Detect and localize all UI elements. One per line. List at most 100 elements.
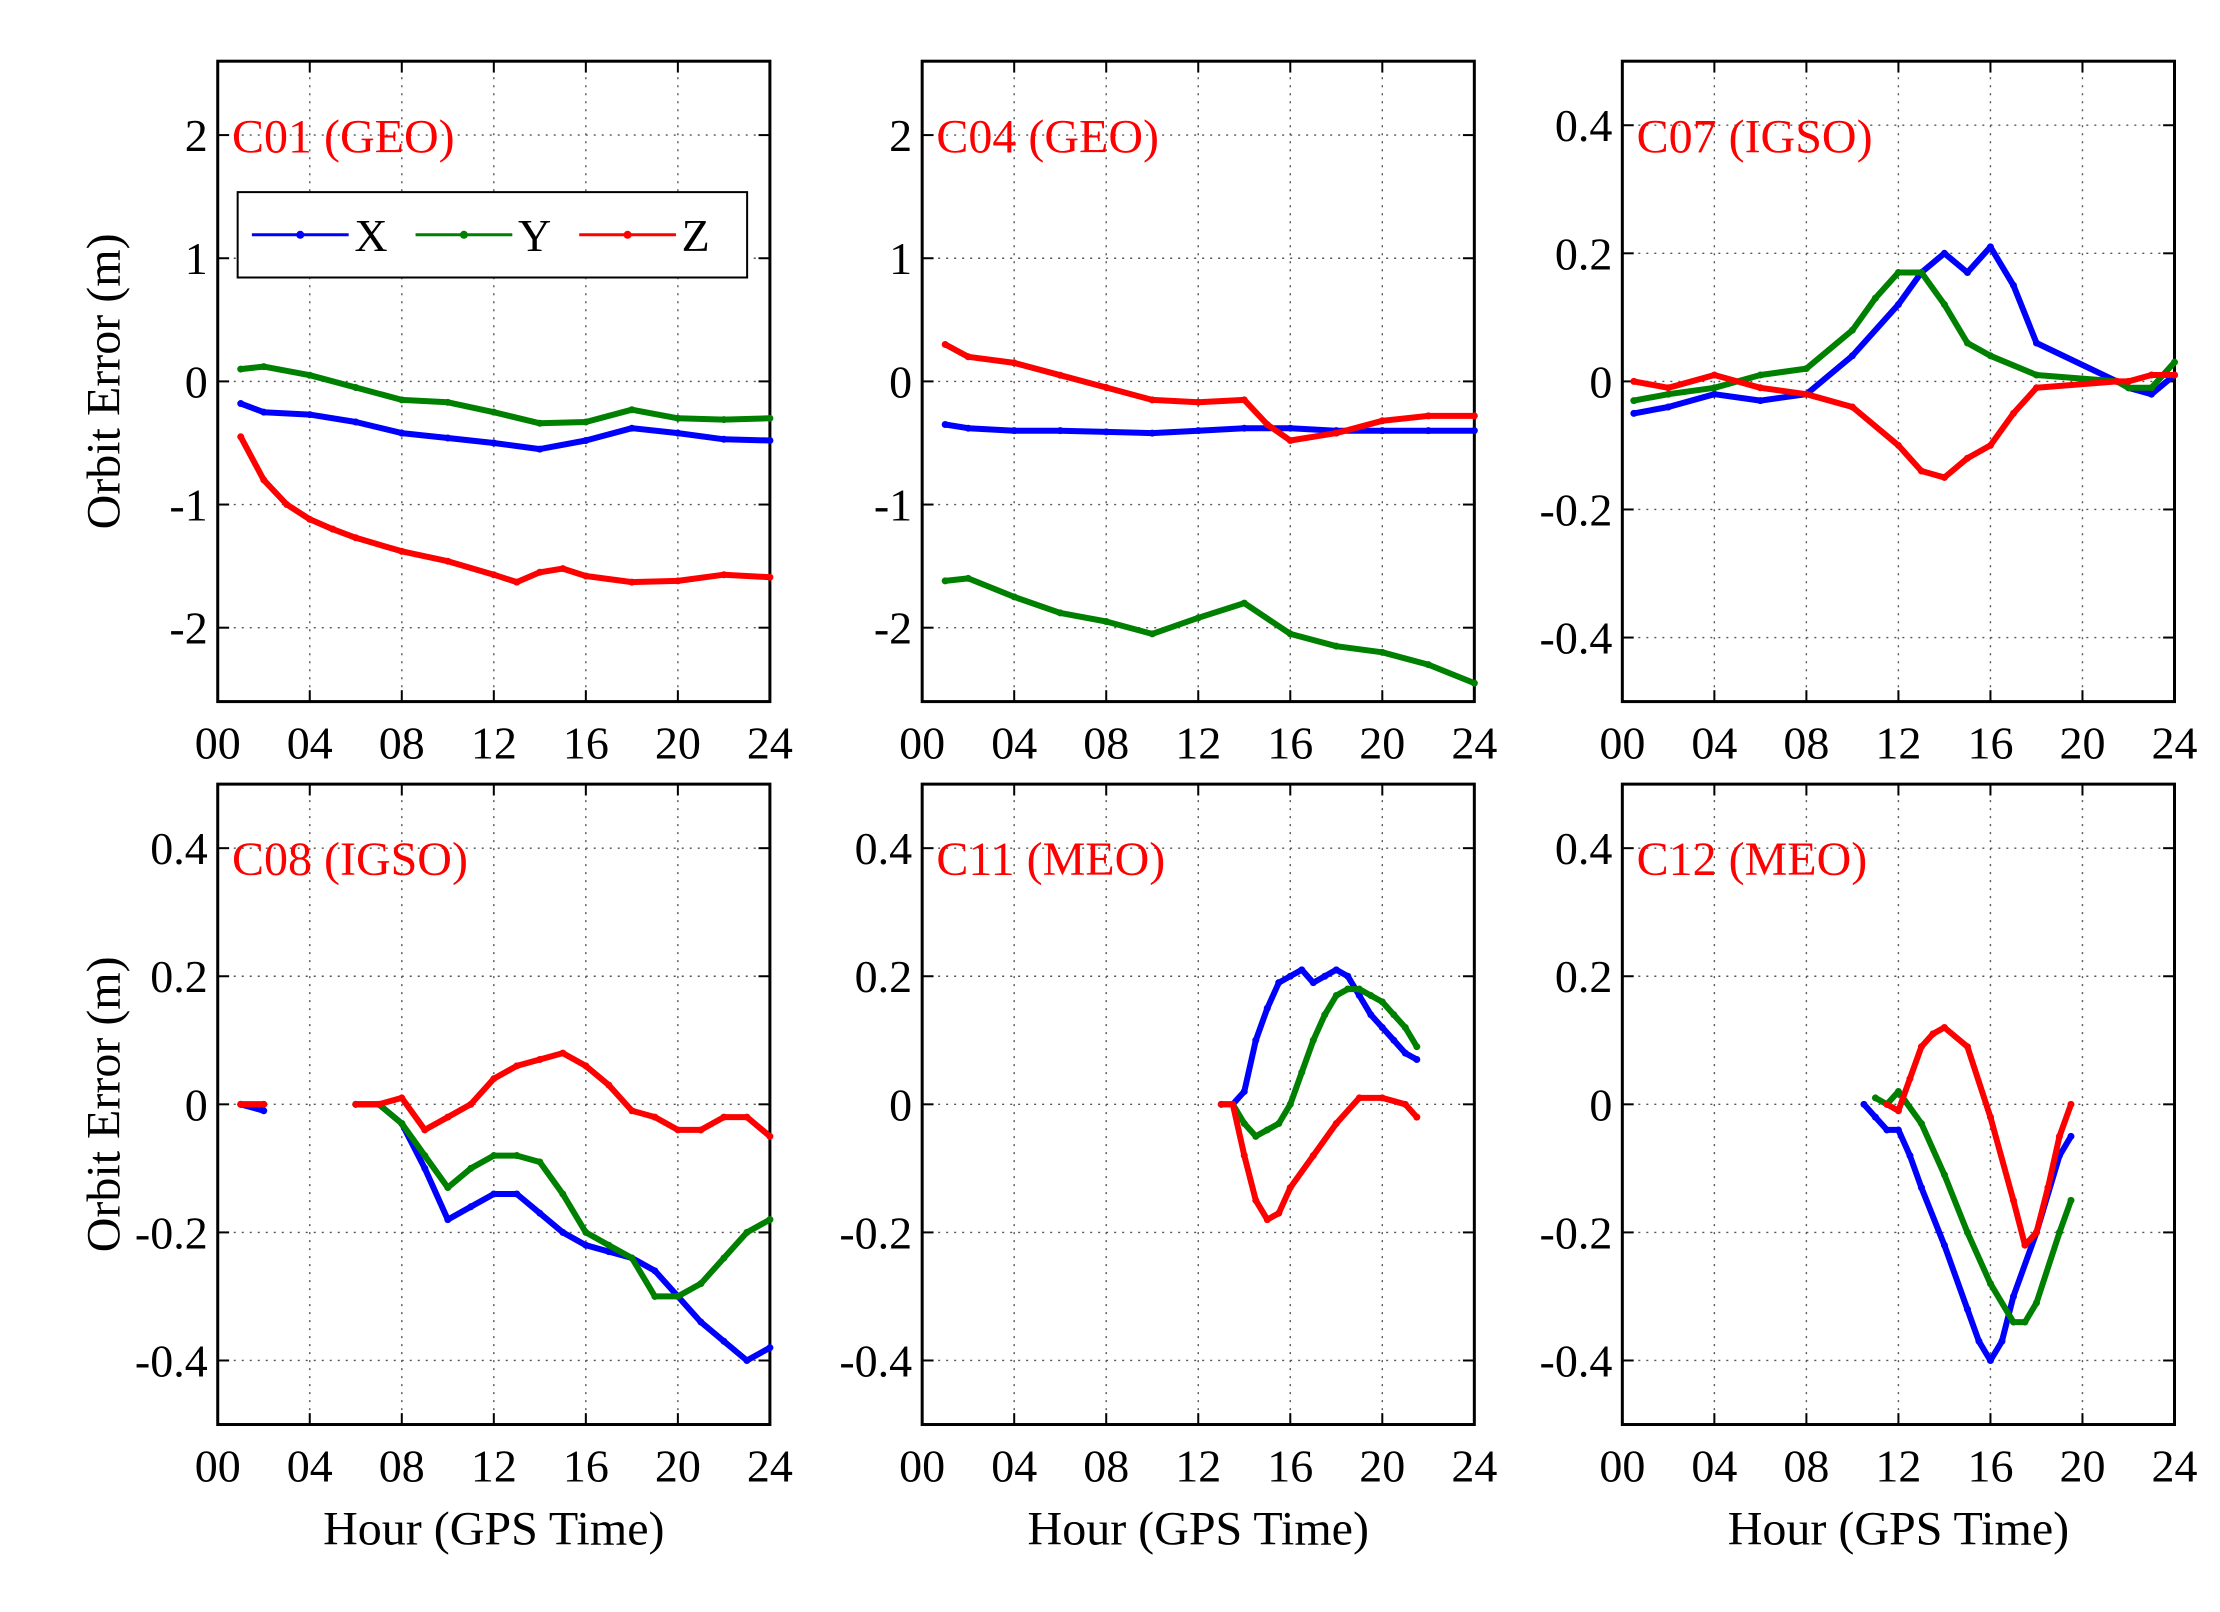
data-point-x	[2009, 1292, 2017, 1300]
panel-c07-ticks: 00 04 08 12 16 20 24 -0.4 -0.2 0 0.2 0.4	[1540, 61, 2197, 769]
y-tick-label: -0.2	[1540, 1207, 1613, 1258]
data-point-z	[720, 571, 728, 579]
data-point-x	[444, 1216, 452, 1224]
panel-c04-grid	[922, 61, 1475, 702]
data-point-x	[1263, 1004, 1271, 1012]
data-point-z	[2147, 371, 2155, 379]
data-point-z	[352, 1100, 360, 1108]
data-point-x	[1986, 243, 1994, 251]
data-point-x	[1756, 397, 1764, 405]
data-point-y	[490, 408, 498, 416]
data-point-y	[1390, 1011, 1398, 1019]
data-point-z	[1240, 1152, 1248, 1160]
data-point-x	[582, 1241, 590, 1249]
data-point-y	[2055, 1228, 2063, 1236]
x-tick-label: 08	[379, 718, 425, 769]
y-tick-label: 0.4	[855, 823, 913, 874]
data-point-y	[398, 396, 406, 404]
data-point-z	[375, 1100, 383, 1108]
panel-c12-title: C12 (MEO)	[1637, 833, 1868, 886]
data-point-y	[743, 1228, 751, 1236]
data-point-z	[352, 534, 360, 542]
data-point-x	[605, 1248, 613, 1256]
x-tick-label: 12	[471, 718, 517, 769]
data-point-x	[2032, 339, 2040, 347]
panel-c04-series	[941, 340, 1478, 687]
data-point-y	[964, 574, 972, 582]
data-point-y	[2032, 371, 2040, 379]
data-point-y	[1298, 1068, 1306, 1076]
data-point-y	[1871, 294, 1879, 302]
x-tick-label: 04	[1691, 718, 1737, 769]
data-point-z	[628, 578, 636, 586]
data-point-y	[2124, 384, 2132, 392]
data-point-x	[513, 1190, 521, 1198]
legend-marker-x	[296, 230, 305, 239]
data-point-x	[1286, 424, 1294, 432]
data-point-z	[444, 557, 452, 565]
data-point-z	[283, 501, 291, 509]
data-point-x	[1378, 427, 1386, 435]
legend-marker-y	[459, 230, 468, 239]
data-point-x	[1378, 1023, 1386, 1031]
x-tick-label: 20	[1359, 718, 1405, 769]
x-tick-label: 12	[1875, 718, 1921, 769]
data-point-z	[1413, 1113, 1421, 1121]
data-point-z	[1056, 371, 1064, 379]
x-tick-label: 20	[655, 718, 701, 769]
data-point-z	[1710, 371, 1718, 379]
data-point-y	[490, 1152, 498, 1160]
x-tick-label: 16	[1967, 1441, 2013, 1492]
data-point-z	[1263, 420, 1271, 428]
data-point-y	[444, 398, 452, 406]
legend-label-x: X	[354, 210, 387, 261]
data-point-z	[2124, 377, 2132, 385]
data-point-x	[1321, 972, 1329, 980]
data-point-x	[1860, 1100, 1868, 1108]
data-point-z	[1010, 359, 1018, 367]
data-point-z	[237, 1100, 245, 1108]
data-point-y	[1344, 985, 1352, 993]
data-point-x	[1298, 966, 1306, 974]
data-point-x	[1963, 269, 1971, 277]
data-point-y	[2170, 358, 2178, 366]
data-point-y	[2032, 1299, 2040, 1307]
y-tick-label: 1	[889, 233, 912, 284]
data-point-z	[444, 1113, 452, 1121]
data-point-z	[536, 568, 544, 576]
data-point-z	[559, 1049, 567, 1057]
data-point-y	[1802, 365, 1810, 373]
data-point-z	[536, 1055, 544, 1063]
data-point-x	[743, 1356, 751, 1364]
x-tick-label: 24	[1451, 1441, 1497, 1492]
panel-c01-ylabel: Orbit Error (m)	[78, 233, 131, 529]
data-point-y	[697, 1280, 705, 1288]
legend-label-z: Z	[682, 210, 710, 261]
data-point-x	[766, 1344, 774, 1352]
data-point-y	[674, 1292, 682, 1300]
data-point-x	[1194, 427, 1202, 435]
x-tick-label: 04	[991, 718, 1037, 769]
data-point-z	[1424, 412, 1432, 420]
y-tick-label: -0.4	[839, 1335, 912, 1386]
x-tick-label: 08	[1083, 1441, 1129, 1492]
data-point-x	[720, 435, 728, 443]
data-point-z	[1802, 390, 1810, 398]
data-point-y	[421, 1152, 429, 1160]
panel-c11: 00 04 08 12 16 20 24-0.4-0.200.20.4 C11 (MEO) …	[839, 782, 1497, 1556]
data-point-z	[766, 1132, 774, 1140]
panel-c11-ticks: 00 04 08 12 16 20 24 -0.4 -0.2 0 0.2 0.4	[839, 784, 1497, 1492]
data-point-x	[1917, 1184, 1925, 1192]
y-tick-label: 1	[185, 233, 208, 284]
data-point-y	[1309, 1036, 1317, 1044]
data-point-z	[306, 515, 314, 523]
data-point-z	[2021, 1241, 2029, 1249]
data-point-x	[1424, 427, 1432, 435]
data-point-x	[1102, 428, 1110, 436]
data-point-z	[1756, 384, 1764, 392]
x-tick-label: 12	[1875, 1441, 1921, 1492]
data-point-z	[651, 1113, 659, 1121]
data-point-z	[1664, 384, 1672, 392]
